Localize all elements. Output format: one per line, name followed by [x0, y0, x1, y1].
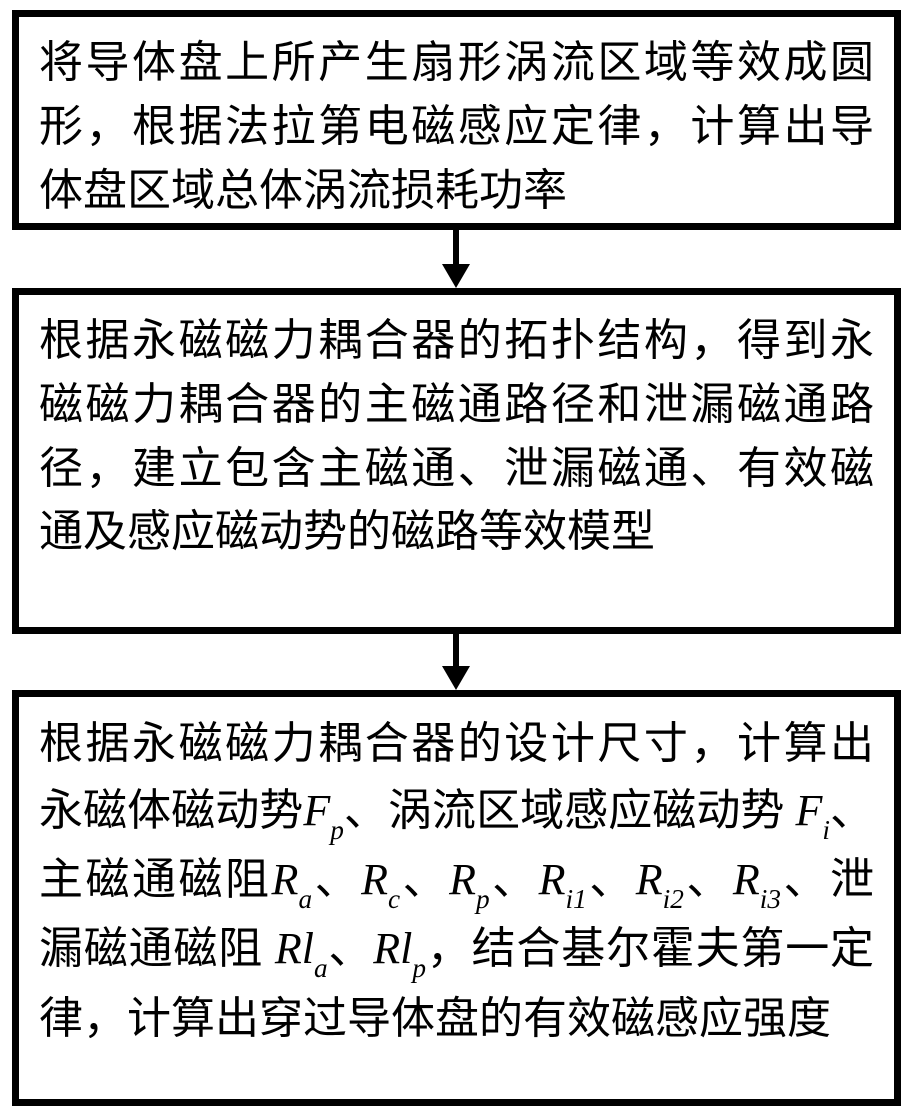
- var-Fp-sym: F: [303, 786, 330, 835]
- step-2-text: 根据永磁磁力耦合器的拓扑结构，得到永磁磁力耦合器的主磁通路径和泄漏磁通路径，建立…: [39, 309, 874, 564]
- var-Fp-sub: p: [330, 815, 344, 845]
- var-Ri2-sub: i2: [663, 884, 684, 914]
- var-Ri2-sym: R: [636, 855, 663, 904]
- sep9: 、: [328, 924, 374, 973]
- sep5: 、: [490, 855, 539, 904]
- var-Fi-sub: i: [822, 815, 830, 845]
- arrow-2-shaft: [453, 634, 459, 670]
- var-Rla-sub: a: [314, 953, 328, 983]
- var-Rlp-sub: p: [412, 953, 426, 983]
- var-Rp-sym: R: [449, 855, 476, 904]
- flowchart-step-2: 根据永磁磁力耦合器的拓扑结构，得到永磁磁力耦合器的主磁通路径和泄漏磁通路径，建立…: [12, 288, 901, 634]
- var-Ri3-sym: R: [733, 855, 760, 904]
- var-Fi-sym: F: [796, 786, 823, 835]
- var-Ra-sub: a: [298, 884, 312, 914]
- sep3: 、: [312, 855, 361, 904]
- var-Rla-sym: Rl: [275, 924, 314, 973]
- arrow-2-head: [442, 666, 470, 690]
- flowchart-step-3: 根据永磁磁力耦合器的设计尺寸，计算出永磁体磁动势Fp、涡流区域感应磁动势 Fi、…: [12, 690, 901, 1106]
- arrow-1-head: [442, 264, 470, 288]
- var-Ri1-sub: i1: [566, 884, 587, 914]
- flowchart-step-1: 将导体盘上所产生扇形涡流区域等效成圆形，根据法拉第电磁感应定律，计算出导体盘区域…: [12, 10, 901, 230]
- flowchart-canvas: 将导体盘上所产生扇形涡流区域等效成圆形，根据法拉第电磁感应定律，计算出导体盘区域…: [0, 0, 913, 1113]
- var-Rp-sub: p: [476, 884, 490, 914]
- sep4: 、: [400, 855, 449, 904]
- step-3-text: 根据永磁磁力耦合器的设计尺寸，计算出永磁体磁动势Fp、涡流区域感应磁动势 Fi、…: [39, 711, 874, 1053]
- var-Ri3-sub: i3: [760, 884, 781, 914]
- step-3-mid1: 、涡流区域感应磁动势: [344, 786, 785, 835]
- sep7: 、: [684, 855, 733, 904]
- sep6: 、: [587, 855, 636, 904]
- step-1-text: 将导体盘上所产生扇形涡流区域等效成圆形，根据法拉第电磁感应定律，计算出导体盘区域…: [39, 31, 874, 222]
- var-Ri1-sym: R: [539, 855, 566, 904]
- var-Rc-sub: c: [388, 884, 400, 914]
- var-Ra-sym: R: [272, 855, 299, 904]
- var-Rlp-sym: Rl: [373, 924, 412, 973]
- var-Rc-sym: R: [361, 855, 388, 904]
- arrow-1-shaft: [453, 230, 459, 268]
